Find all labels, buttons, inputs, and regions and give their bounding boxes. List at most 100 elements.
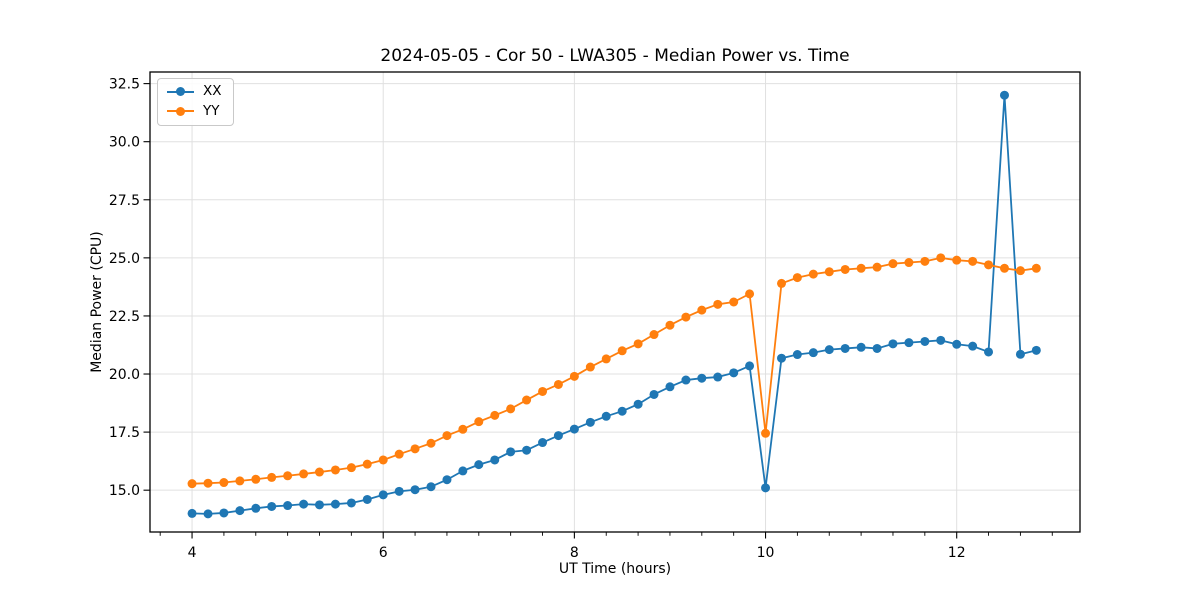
data-point-yy bbox=[920, 256, 930, 266]
data-point-xx bbox=[267, 501, 277, 511]
data-point-yy bbox=[681, 312, 691, 322]
data-point-yy bbox=[888, 259, 898, 269]
data-point-xx bbox=[283, 501, 293, 511]
data-point-xx bbox=[522, 445, 532, 455]
data-point-xx bbox=[840, 343, 850, 353]
x-tick-label: 4 bbox=[188, 545, 197, 561]
y-tick-label: 17.5 bbox=[109, 425, 140, 441]
data-point-yy bbox=[601, 354, 611, 364]
data-point-xx bbox=[410, 485, 420, 495]
data-point-xx bbox=[474, 460, 484, 470]
data-point-yy bbox=[187, 479, 197, 489]
data-point-yy bbox=[506, 404, 516, 414]
data-point-yy bbox=[761, 428, 771, 438]
data-point-xx bbox=[362, 494, 372, 504]
data-point-xx bbox=[777, 353, 786, 363]
data-point-xx bbox=[219, 508, 229, 518]
data-point-xx bbox=[856, 342, 866, 352]
data-point-yy bbox=[984, 260, 994, 270]
data-point-xx bbox=[426, 482, 436, 492]
data-point-yy bbox=[426, 438, 436, 448]
data-point-yy bbox=[203, 478, 213, 488]
data-point-yy bbox=[410, 444, 420, 454]
data-point-yy bbox=[442, 431, 452, 441]
data-point-xx bbox=[187, 508, 197, 518]
data-point-xx bbox=[729, 368, 739, 378]
data-point-xx bbox=[394, 486, 404, 496]
data-point-yy bbox=[490, 410, 500, 420]
data-point-yy bbox=[617, 346, 627, 356]
y-tick-label: 15.0 bbox=[109, 483, 140, 499]
data-point-xx bbox=[952, 339, 962, 349]
data-point-xx bbox=[490, 455, 500, 465]
legend-line-marker-icon bbox=[167, 87, 194, 97]
data-point-yy bbox=[267, 472, 277, 482]
x-tick-label: 6 bbox=[379, 545, 388, 561]
data-point-xx bbox=[633, 399, 643, 409]
data-point-yy bbox=[346, 463, 356, 473]
data-point-xx bbox=[824, 345, 834, 355]
data-point-xx bbox=[569, 424, 579, 434]
series-line-xx bbox=[191, 94, 1038, 515]
x-tick-label: 10 bbox=[757, 545, 775, 561]
data-point-xx bbox=[649, 389, 659, 399]
data-point-xx bbox=[506, 447, 516, 457]
data-point-yy bbox=[904, 258, 914, 268]
data-point-xx bbox=[745, 361, 755, 371]
data-point-xx bbox=[538, 438, 548, 448]
data-point-yy bbox=[299, 469, 309, 479]
data-point-xx bbox=[314, 500, 324, 510]
data-point-yy bbox=[792, 273, 802, 283]
data-point-yy bbox=[840, 264, 850, 274]
data-point-yy bbox=[458, 424, 468, 434]
data-point-xx bbox=[920, 336, 930, 346]
data-point-yy bbox=[713, 299, 723, 309]
data-point-xx bbox=[984, 347, 994, 357]
data-point-xx bbox=[251, 503, 261, 513]
data-point-yy bbox=[235, 476, 245, 486]
data-point-yy bbox=[936, 253, 946, 263]
data-point-yy bbox=[777, 278, 786, 288]
data-point-xx bbox=[936, 335, 946, 345]
x-tick-label: 12 bbox=[948, 545, 966, 561]
data-point-yy bbox=[1015, 266, 1025, 276]
data-point-xx bbox=[968, 341, 978, 351]
data-point-xx bbox=[378, 490, 388, 500]
data-point-yy bbox=[585, 362, 595, 372]
data-point-yy bbox=[362, 459, 372, 469]
data-point-xx bbox=[617, 406, 627, 416]
data-point-yy bbox=[569, 371, 579, 381]
y-tick-label: 25.0 bbox=[109, 251, 140, 267]
data-point-xx bbox=[665, 382, 675, 392]
data-point-xx bbox=[203, 509, 213, 519]
data-point-yy bbox=[553, 379, 563, 389]
data-point-yy bbox=[1031, 263, 1041, 273]
y-tick-label: 32.5 bbox=[109, 77, 140, 93]
data-point-xx bbox=[999, 90, 1009, 100]
data-point-yy bbox=[999, 263, 1009, 273]
data-point-xx bbox=[681, 375, 691, 385]
data-point-xx bbox=[442, 475, 452, 485]
data-point-xx bbox=[585, 417, 595, 427]
data-point-yy bbox=[745, 289, 755, 299]
data-point-xx bbox=[904, 338, 914, 348]
data-point-xx bbox=[808, 348, 818, 358]
legend-label-xx: XX bbox=[203, 83, 222, 99]
data-point-yy bbox=[378, 455, 388, 465]
data-point-xx bbox=[235, 506, 245, 516]
chart-title: 2024-05-05 - Cor 50 - LWA305 - Median Po… bbox=[380, 46, 850, 66]
data-point-xx bbox=[1015, 349, 1025, 359]
data-point-yy bbox=[856, 263, 866, 273]
data-point-xx bbox=[888, 339, 898, 349]
data-point-xx bbox=[697, 373, 707, 383]
y-tick-label: 27.5 bbox=[109, 193, 140, 209]
data-point-yy bbox=[872, 262, 882, 272]
data-point-yy bbox=[394, 449, 404, 459]
data-point-yy bbox=[330, 465, 340, 475]
legend-line-marker-icon bbox=[167, 106, 194, 116]
legend-item-xx: XX bbox=[167, 83, 222, 99]
data-point-yy bbox=[665, 320, 675, 330]
data-point-yy bbox=[968, 256, 978, 266]
